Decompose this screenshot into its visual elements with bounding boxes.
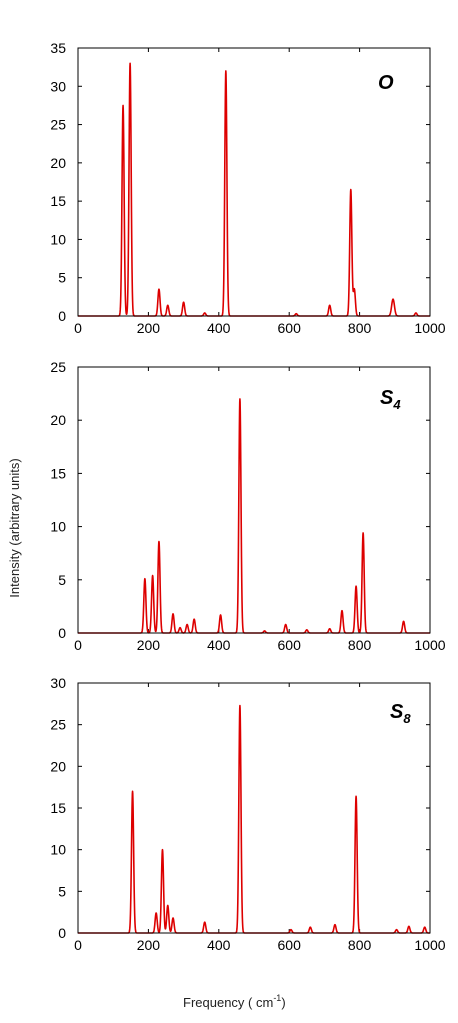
y-tick-label: 0 bbox=[58, 308, 66, 324]
y-tick-label: 25 bbox=[50, 117, 66, 133]
y-tick-label: 25 bbox=[50, 717, 66, 733]
y-tick-label: 25 bbox=[50, 359, 66, 375]
y-tick-label: 30 bbox=[50, 78, 66, 94]
x-tick-label: 1000 bbox=[414, 637, 445, 653]
panel-label: S8 bbox=[390, 701, 411, 726]
x-tick-label: 400 bbox=[207, 937, 231, 953]
plot-frame bbox=[77, 682, 431, 934]
y-tick-label: 15 bbox=[50, 800, 66, 816]
y-tick-label: 5 bbox=[58, 572, 66, 588]
y-tick-label: 10 bbox=[50, 842, 66, 858]
panel-label-main: S bbox=[380, 387, 394, 409]
x-tick-label: 600 bbox=[278, 320, 302, 336]
y-axis-label: Intensity (arbitrary units) bbox=[7, 458, 22, 597]
panel-label-main: S bbox=[390, 701, 404, 723]
x-tick-label: 200 bbox=[137, 637, 161, 653]
x-tick-label: 200 bbox=[137, 320, 161, 336]
y-tick-label: 5 bbox=[58, 270, 66, 286]
panel-label: O bbox=[378, 72, 394, 94]
x-tick-label: 0 bbox=[74, 320, 82, 336]
spectrum-panel-3: 0 200 400 600 800 1000 0 5 10 15 20 25 30 S8 bbox=[50, 675, 445, 953]
x-tick-label: 200 bbox=[137, 937, 161, 953]
y-tick-label: 10 bbox=[50, 519, 66, 535]
panel-label-main: O bbox=[378, 72, 394, 94]
x-axis-label-superscript: -1 bbox=[273, 993, 281, 1003]
plot-frame bbox=[77, 366, 431, 634]
spectrum-panel-1: 0 200 400 600 800 1000 0 5 10 15 20 25 30 35 O bbox=[50, 40, 445, 336]
x-tick-label: 400 bbox=[207, 637, 231, 653]
x-tick-label: 1000 bbox=[414, 320, 445, 336]
plot-frame bbox=[77, 47, 431, 317]
spectrum-panel-2: 0 200 400 600 800 1000 0 5 10 15 20 25 S4 bbox=[50, 359, 445, 653]
y-tick-label: 15 bbox=[50, 465, 66, 481]
x-axis-label-end: ) bbox=[281, 995, 285, 1010]
y-tick-label: 20 bbox=[50, 155, 66, 171]
y-tick-label: 10 bbox=[50, 231, 66, 247]
y-tick-label: 0 bbox=[58, 925, 66, 941]
y-tick-label: 0 bbox=[58, 625, 66, 641]
x-tick-label: 600 bbox=[278, 937, 302, 953]
y-tick-label: 20 bbox=[50, 758, 66, 774]
x-tick-label: 1000 bbox=[414, 937, 445, 953]
y-tick-label: 5 bbox=[58, 883, 66, 899]
x-tick-label: 0 bbox=[74, 637, 82, 653]
x-tick-label: 800 bbox=[348, 320, 372, 336]
x-tick-label: 800 bbox=[348, 937, 372, 953]
y-tick-label: 35 bbox=[50, 40, 66, 56]
panel-label: S4 bbox=[380, 387, 401, 412]
y-tick-label: 15 bbox=[50, 193, 66, 209]
x-axis-label-main: Frequency ( cm bbox=[183, 995, 273, 1010]
y-tick-label: 30 bbox=[50, 675, 66, 691]
spectrum-line bbox=[77, 398, 431, 634]
y-tick-label: 20 bbox=[50, 412, 66, 428]
panel-label-subscript: 8 bbox=[403, 711, 411, 726]
spectrum-line bbox=[77, 62, 431, 317]
x-axis-label: Frequency ( cm-1) bbox=[183, 993, 286, 1010]
x-tick-label: 0 bbox=[74, 937, 82, 953]
panel-label-subscript: 4 bbox=[392, 397, 401, 412]
x-tick-label: 800 bbox=[348, 637, 372, 653]
x-tick-label: 400 bbox=[207, 320, 231, 336]
x-tick-label: 600 bbox=[278, 637, 302, 653]
spectrum-line bbox=[77, 704, 431, 934]
